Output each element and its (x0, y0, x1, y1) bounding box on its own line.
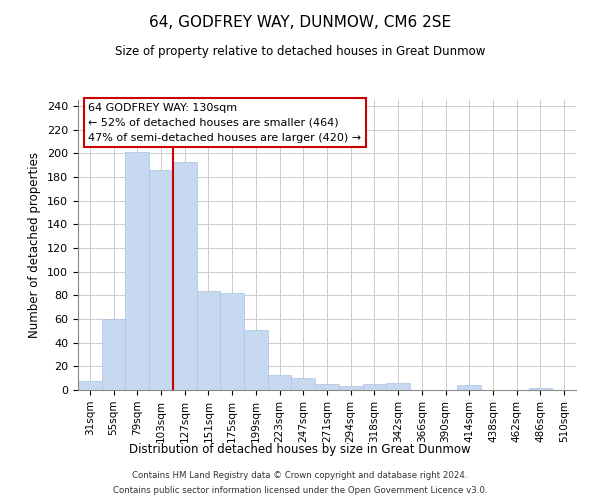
Bar (173, 162, 197, 390)
Bar (339, 386, 362, 390)
Bar (362, 384, 386, 390)
Bar (78, 380, 102, 390)
Text: 64 GODFREY WAY: 130sqm
← 52% of detached houses are smaller (464)
47% of semi-de: 64 GODFREY WAY: 130sqm ← 52% of detached… (88, 103, 361, 142)
Bar (315, 384, 339, 390)
Bar (125, 152, 149, 390)
Bar (268, 374, 292, 390)
Bar (292, 378, 315, 390)
Y-axis label: Number of detached properties: Number of detached properties (28, 152, 41, 338)
Bar (102, 319, 125, 390)
Text: 64, GODFREY WAY, DUNMOW, CM6 2SE: 64, GODFREY WAY, DUNMOW, CM6 2SE (149, 15, 451, 30)
Text: Contains public sector information licensed under the Open Government Licence v3: Contains public sector information licen… (113, 486, 487, 495)
Text: Size of property relative to detached houses in Great Dunmow: Size of property relative to detached ho… (115, 45, 485, 58)
Bar (244, 330, 268, 390)
Bar (529, 388, 552, 390)
Bar (457, 386, 481, 390)
Bar (386, 383, 410, 390)
Text: Contains HM Land Registry data © Crown copyright and database right 2024.: Contains HM Land Registry data © Crown c… (132, 471, 468, 480)
Bar (220, 293, 244, 390)
Bar (149, 170, 173, 390)
Text: Distribution of detached houses by size in Great Dunmow: Distribution of detached houses by size … (129, 442, 471, 456)
Bar (197, 290, 220, 390)
